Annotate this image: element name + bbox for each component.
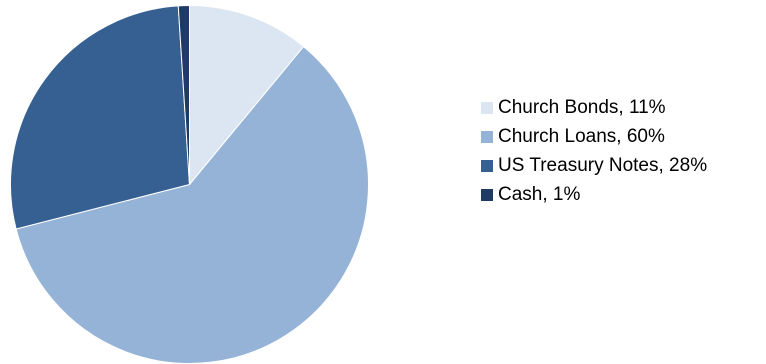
legend-item-cash: Cash, 1% bbox=[481, 180, 707, 209]
legend-swatch-us-treasury-notes bbox=[481, 159, 493, 172]
legend-label-church-loans: Church Loans, 60% bbox=[498, 126, 665, 147]
pie-slice-us-treasury-notes bbox=[10, 5, 190, 230]
legend-label-cash: Cash, 1% bbox=[498, 184, 581, 205]
legend-swatch-church-bonds bbox=[481, 101, 493, 114]
legend-swatch-cash bbox=[481, 188, 493, 201]
pie-slice-church-bonds bbox=[189, 5, 305, 185]
pie-slice-cash bbox=[177, 4, 190, 185]
legend-item-church-bonds: Church Bonds, 11% bbox=[481, 93, 707, 122]
chart-legend: Church Bonds, 11% Church Loans, 60% US Tre… bbox=[481, 93, 707, 209]
legend-label-us-treasury-notes: US Treasury Notes, 28% bbox=[498, 155, 708, 176]
pie-slice-church-loans bbox=[15, 46, 369, 364]
legend-item-church-loans: Church Loans, 60% bbox=[481, 122, 707, 151]
legend-swatch-church-loans bbox=[481, 130, 493, 143]
legend-label-church-bonds: Church Bonds, 11% bbox=[498, 97, 666, 118]
legend-item-us-treasury-notes: US Treasury Notes, 28% bbox=[481, 151, 707, 180]
